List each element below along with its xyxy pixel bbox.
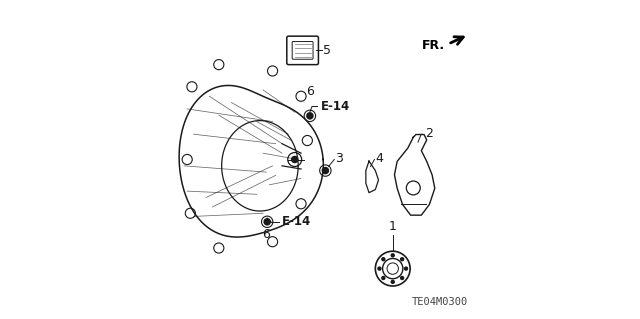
Circle shape	[381, 257, 385, 261]
Text: 6: 6	[262, 228, 270, 241]
Circle shape	[377, 266, 381, 271]
Circle shape	[404, 266, 408, 271]
Text: TE04M0300: TE04M0300	[412, 297, 468, 307]
Text: 2: 2	[425, 127, 433, 140]
Text: 6: 6	[306, 85, 314, 98]
Text: 3: 3	[335, 152, 343, 165]
Text: 5: 5	[323, 44, 330, 57]
Circle shape	[321, 167, 329, 174]
Circle shape	[291, 156, 298, 163]
Circle shape	[390, 280, 395, 284]
Circle shape	[264, 218, 271, 226]
Text: E-14: E-14	[321, 100, 350, 113]
Circle shape	[381, 276, 385, 280]
Text: 1: 1	[388, 220, 397, 233]
Text: 4: 4	[375, 152, 383, 165]
Circle shape	[390, 253, 395, 257]
Text: E-14: E-14	[282, 215, 310, 228]
Circle shape	[400, 257, 404, 261]
Circle shape	[400, 276, 404, 280]
Circle shape	[306, 112, 314, 120]
Text: FR.: FR.	[422, 39, 445, 52]
